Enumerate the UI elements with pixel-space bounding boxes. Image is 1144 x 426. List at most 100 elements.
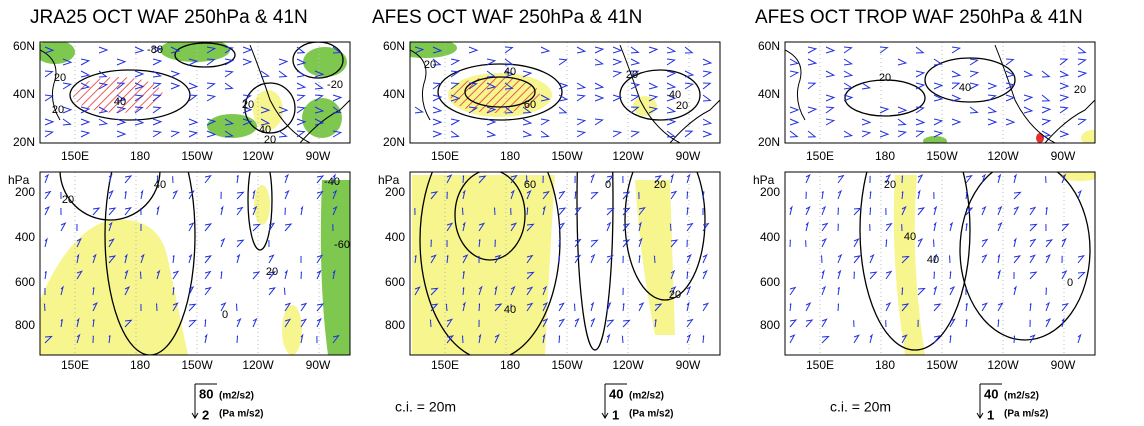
hatched-region <box>73 77 163 113</box>
flux-vector <box>969 106 979 114</box>
flux-vector <box>997 205 1003 216</box>
flux-vector <box>789 118 800 126</box>
flux-vector <box>684 82 695 90</box>
flux-vector <box>260 118 271 126</box>
flux-vector <box>666 46 677 54</box>
flux-vector <box>540 130 550 138</box>
flux-vector <box>522 106 532 114</box>
flux-vector <box>446 255 449 264</box>
flux-vector <box>140 189 144 200</box>
flux-vector <box>807 58 818 66</box>
y-tick-label: 200 <box>385 185 405 199</box>
flux-vector <box>897 118 907 126</box>
contour <box>844 79 926 117</box>
flux-vector <box>450 118 461 126</box>
flux-vector <box>666 82 677 90</box>
flux-vector <box>1013 335 1016 344</box>
flux-vector <box>268 271 277 280</box>
flux-vector <box>314 82 324 90</box>
flux-vector <box>951 46 962 54</box>
x-tick-label: 180 <box>500 358 520 372</box>
x-tick-label: 150E <box>61 149 89 163</box>
flux-vector <box>108 238 115 248</box>
contour-label: 20 <box>669 289 681 301</box>
flux-vector <box>574 254 582 264</box>
flux-vector <box>76 237 82 248</box>
flux-vector <box>296 130 306 138</box>
flux-vector <box>837 303 840 312</box>
flux-vector <box>558 58 568 66</box>
flux-vector <box>987 82 998 90</box>
flux-vector <box>1077 271 1086 280</box>
flux-vector <box>432 106 443 114</box>
flux-vector <box>478 285 483 296</box>
flux-vector <box>949 318 956 328</box>
flux-vector <box>969 82 980 90</box>
flux-vector <box>284 189 290 200</box>
flux-vector <box>242 46 253 54</box>
flux-vector <box>172 190 179 200</box>
legend-value: 1 <box>987 407 994 422</box>
flux-vector <box>206 118 217 126</box>
flux-vector <box>446 222 454 232</box>
flux-vector <box>933 253 938 264</box>
flux-vector <box>702 82 712 90</box>
flux-vector <box>156 269 161 280</box>
flux-vector <box>124 253 128 264</box>
flux-vector <box>917 238 924 248</box>
flux-vector <box>224 82 234 90</box>
flux-vector <box>332 46 342 54</box>
flux-vector <box>1005 82 1016 90</box>
flux-vector <box>843 58 854 66</box>
flux-vector <box>445 303 448 312</box>
coastline <box>785 44 1095 143</box>
flux-vector <box>284 269 288 280</box>
contour-label: 0 <box>222 309 228 321</box>
flux-vector <box>949 271 952 280</box>
flux-vector <box>1041 118 1052 126</box>
flux-vector <box>981 205 987 216</box>
flux-vector <box>1013 191 1022 200</box>
flux-vector <box>432 118 443 126</box>
flux-vector <box>653 255 656 264</box>
flux-vector <box>654 319 657 328</box>
flux-vector <box>558 255 561 264</box>
flux-vector <box>156 205 160 216</box>
flux-vector <box>622 207 631 216</box>
x-tick-label: 180 <box>130 358 150 372</box>
x-tick-label: 90W <box>1051 358 1076 372</box>
flux-vector <box>98 46 109 54</box>
flux-vector <box>116 82 126 90</box>
y-tick-label: 40N <box>758 87 780 101</box>
flux-vector <box>92 253 97 264</box>
flux-vector <box>1059 106 1069 114</box>
flux-vector <box>414 106 425 114</box>
flux-vector <box>542 285 548 296</box>
flux-vector <box>594 118 604 126</box>
y-tick-label: 20N <box>758 135 780 149</box>
flux-vector <box>869 207 872 216</box>
legend-value: 2 <box>202 407 209 422</box>
flux-vector <box>134 106 144 114</box>
flux-vector <box>825 118 836 126</box>
flux-vector <box>494 333 500 344</box>
contour-label: -60 <box>334 239 350 251</box>
flux-vector <box>670 239 679 248</box>
flux-vector <box>837 174 845 184</box>
flux-vector <box>897 58 908 66</box>
y-axis-label: hPa <box>753 173 775 187</box>
flux-vector <box>504 82 514 90</box>
flux-vector <box>44 118 55 126</box>
y-tick-label: 20N <box>383 135 405 149</box>
y-tick-label: 600 <box>760 275 780 289</box>
sec-area: -40 20 40 20 0 -60 <box>40 172 350 355</box>
contour-label: 20 <box>54 72 66 84</box>
flux-vector <box>494 254 502 264</box>
flux-vector <box>1077 46 1087 54</box>
shading <box>320 180 350 355</box>
coastline <box>410 44 720 143</box>
flux-vector <box>965 223 968 232</box>
flux-vector <box>807 106 818 114</box>
y-tick-label: 400 <box>760 230 780 244</box>
legend-unit: (m2/s2) <box>219 391 254 402</box>
